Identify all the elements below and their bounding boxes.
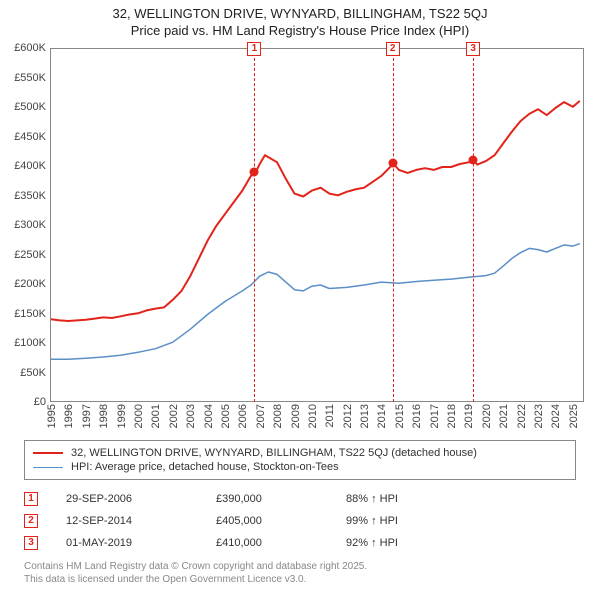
sales-price-3: £410,000 [216,537,346,549]
series-property [51,101,580,321]
x-tick-label: 2015 [394,404,406,428]
plot-svg [51,49,585,403]
x-tick-label: 2023 [533,404,545,428]
sales-hpi-2: 99% ↑ HPI [346,515,398,527]
x-tick-label: 1995 [46,404,58,428]
sale-dot-1 [250,167,259,176]
x-tick-label: 2024 [550,404,562,428]
x-tick-label: 2006 [237,404,249,428]
y-tick-label: £100K [0,337,46,349]
x-tick-label: 1996 [63,404,75,428]
sales-date-2: 12-SEP-2014 [66,515,216,527]
x-tick-label: 2017 [429,404,441,428]
sales-date-1: 29-SEP-2006 [66,493,216,505]
x-tick-label: 2003 [185,404,197,428]
y-tick-label: £0 [0,396,46,408]
sale-marker-2: 2 [386,42,400,56]
x-tick-label: 2021 [498,404,510,428]
x-tick-label: 2011 [324,404,336,428]
sale-dot-3 [469,156,478,165]
sales-table: 1 29-SEP-2006 £390,000 88% ↑ HPI 2 12-SE… [24,488,576,554]
y-tick-label: £600K [0,42,46,54]
sale-vline-3 [473,48,474,402]
x-tick-label: 2022 [516,404,528,428]
sales-row-2: 2 12-SEP-2014 £405,000 99% ↑ HPI [24,510,576,532]
plot-area [50,48,584,402]
sale-vline-1 [254,48,255,402]
x-tick-label: 2002 [168,404,180,428]
sale-marker-1: 1 [247,42,261,56]
x-tick-label: 2010 [307,404,319,428]
sale-vline-2 [393,48,394,402]
x-tick-label: 2016 [411,404,423,428]
x-tick-label: 2018 [446,404,458,428]
footer: Contains HM Land Registry data © Crown c… [24,561,576,586]
legend-label-property: 32, WELLINGTON DRIVE, WYNYARD, BILLINGHA… [71,447,477,459]
x-tick-label: 2020 [481,404,493,428]
series-hpi [51,244,580,360]
x-tick-label: 2019 [463,404,475,428]
sales-hpi-3: 92% ↑ HPI [346,537,398,549]
x-tick-label: 2014 [376,404,388,428]
y-tick-label: £400K [0,160,46,172]
x-tick-label: 2009 [290,404,302,428]
title-block: 32, WELLINGTON DRIVE, WYNYARD, BILLINGHA… [0,0,600,40]
legend-label-hpi: HPI: Average price, detached house, Stoc… [71,461,339,473]
y-tick-label: £50K [0,367,46,379]
y-tick-label: £450K [0,131,46,143]
sales-price-2: £405,000 [216,515,346,527]
legend-swatch-hpi [33,467,63,468]
x-tick-label: 2005 [220,404,232,428]
sales-price-1: £390,000 [216,493,346,505]
sales-hpi-1: 88% ↑ HPI [346,493,398,505]
footer-line2: This data is licensed under the Open Gov… [24,574,576,587]
sales-marker-1: 1 [24,492,38,506]
chart-container: 32, WELLINGTON DRIVE, WYNYARD, BILLINGHA… [0,0,600,590]
x-tick-label: 2007 [255,404,267,428]
x-tick-label: 1999 [116,404,128,428]
x-tick-label: 2004 [203,404,215,428]
title-line2: Price paid vs. HM Land Registry's House … [10,23,590,38]
title-line1: 32, WELLINGTON DRIVE, WYNYARD, BILLINGHA… [10,6,590,21]
legend-swatch-property [33,452,63,454]
x-tick-label: 2000 [133,404,145,428]
x-tick-label: 2001 [150,404,162,428]
sales-row-1: 1 29-SEP-2006 £390,000 88% ↑ HPI [24,488,576,510]
chart-area: £0£50K£100K£150K£200K£250K£300K£350K£400… [50,48,584,402]
y-tick-label: £300K [0,219,46,231]
y-tick-label: £250K [0,249,46,261]
y-tick-label: £550K [0,72,46,84]
sales-marker-2: 2 [24,514,38,528]
footer-line1: Contains HM Land Registry data © Crown c… [24,561,576,574]
x-tick-label: 2008 [272,404,284,428]
sales-date-3: 01-MAY-2019 [66,537,216,549]
y-tick-label: £500K [0,101,46,113]
x-tick-label: 2012 [342,404,354,428]
x-tick-label: 1998 [98,404,110,428]
legend: 32, WELLINGTON DRIVE, WYNYARD, BILLINGHA… [24,440,576,480]
x-tick-label: 2025 [568,404,580,428]
sales-marker-3: 3 [24,536,38,550]
y-tick-label: £150K [0,308,46,320]
legend-row-property: 32, WELLINGTON DRIVE, WYNYARD, BILLINGHA… [33,446,567,460]
sale-marker-3: 3 [466,42,480,56]
sales-row-3: 3 01-MAY-2019 £410,000 92% ↑ HPI [24,532,576,554]
y-tick-label: £200K [0,278,46,290]
x-tick-label: 2013 [359,404,371,428]
sale-dot-2 [388,159,397,168]
y-tick-label: £350K [0,190,46,202]
legend-row-hpi: HPI: Average price, detached house, Stoc… [33,460,567,474]
x-tick-label: 1997 [81,404,93,428]
